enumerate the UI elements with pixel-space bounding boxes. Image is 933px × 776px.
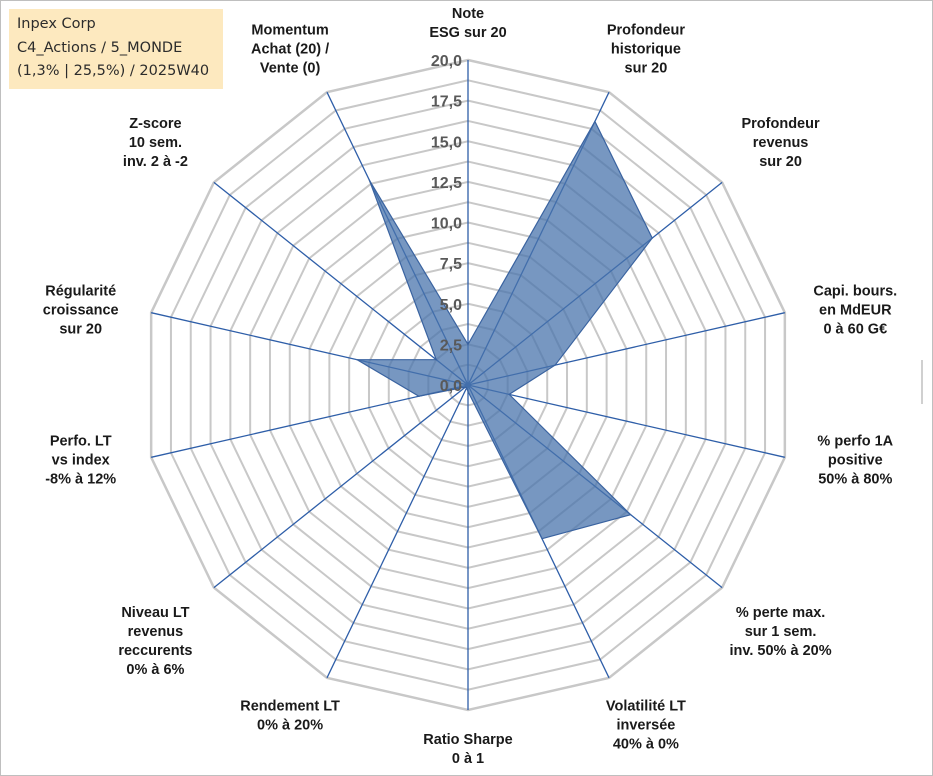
tick-label-layer: 0,0 2,5 5,0 7,5 10,0 12,5 15,0 17,5 20,0	[431, 53, 462, 395]
data-point-6	[541, 538, 543, 540]
data-point-5	[630, 514, 632, 516]
data-point-2	[651, 237, 653, 239]
axis-label-13: Momentum Achat (20) / Vente (0)	[251, 22, 329, 76]
tick-label-5: 12,5	[431, 175, 462, 192]
stats-week: (1,3% | 25,5%) / 2025W40	[17, 63, 210, 79]
spoke-4	[467, 384, 785, 458]
axis-label-12: Z-score 10 sem. inv. 2 à -2	[123, 116, 188, 170]
data-point-3	[554, 364, 556, 366]
axis-label-2: Profondeur revenus sur 20	[741, 116, 819, 170]
axis-label-1: Profondeur historique sur 20	[607, 22, 685, 76]
tick-label-4: 10,0	[431, 216, 462, 233]
tick-label-3: 7,5	[440, 256, 462, 273]
axis-label-4: % perfo 1A positive 50% à 80%	[817, 433, 893, 487]
axis-label-11: Régularité croissance sur 20	[43, 284, 119, 338]
company-name: Inpex Corp	[17, 16, 96, 32]
series-layer	[354, 120, 653, 540]
scrollbar-thumb[interactable]	[921, 360, 923, 404]
data-point-11	[356, 359, 358, 361]
tick-label-1: 2,5	[440, 337, 462, 354]
axis-label-6: Volatilité LT inversée 40% à 0%	[606, 699, 686, 753]
tick-label-8: 20,0	[431, 53, 462, 70]
data-point-4	[508, 393, 510, 396]
axis-label-layer: Note ESG sur 20 Profondeur historique sur 20…	[43, 6, 897, 767]
tick-label-7: 17,5	[431, 94, 462, 111]
portfolio-category: C4_Actions / 5_MONDE	[17, 39, 183, 56]
axis-label-7: Ratio Sharpe 0 à 1	[423, 732, 512, 767]
axis-label-3: Capi. bours. en MdEUR 0 à 60 G€	[813, 284, 897, 338]
series-area	[354, 120, 653, 540]
data-point-7	[467, 390, 469, 393]
data-point-10	[418, 395, 420, 397]
tick-label-0: 0,0	[440, 378, 462, 395]
axis-label-9: Niveau LT revenus reccurents 0% à 6%	[118, 605, 192, 678]
data-point-13	[368, 179, 370, 181]
data-point-0	[467, 343, 469, 345]
tick-label-6: 15,0	[431, 134, 462, 151]
spoke-9	[213, 384, 469, 589]
axis-label-8: Rendement LT 0% à 20%	[240, 699, 340, 734]
data-point-9	[464, 386, 467, 388]
spoke-12	[213, 181, 469, 386]
spoke-10	[151, 384, 469, 458]
data-point-12	[435, 359, 437, 361]
chart-title-box: Inpex Corp C4_Actions / 5_MONDE (1,3% | …	[9, 9, 223, 89]
axis-label-10: Perfo. LT vs index -8% à 12%	[45, 433, 116, 487]
axis-label-5: % perte max. sur 1 sem. inv. 50% à 20%	[730, 605, 832, 659]
data-point-8	[465, 387, 468, 389]
data-point-1	[594, 120, 596, 123]
axis-label-0: Note ESG sur 20	[429, 6, 506, 41]
spoke-8	[326, 384, 469, 679]
tick-label-2: 5,0	[440, 297, 462, 314]
